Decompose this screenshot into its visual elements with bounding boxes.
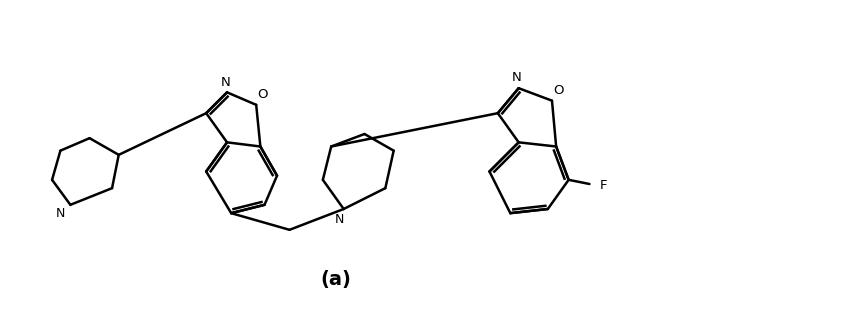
Text: N: N — [334, 213, 344, 226]
Text: O: O — [553, 84, 563, 97]
Text: N: N — [512, 71, 521, 84]
Text: N: N — [220, 76, 230, 89]
Text: F: F — [599, 179, 606, 192]
Text: N: N — [55, 207, 65, 220]
Text: O: O — [258, 88, 268, 101]
Text: (a): (a) — [320, 270, 351, 289]
